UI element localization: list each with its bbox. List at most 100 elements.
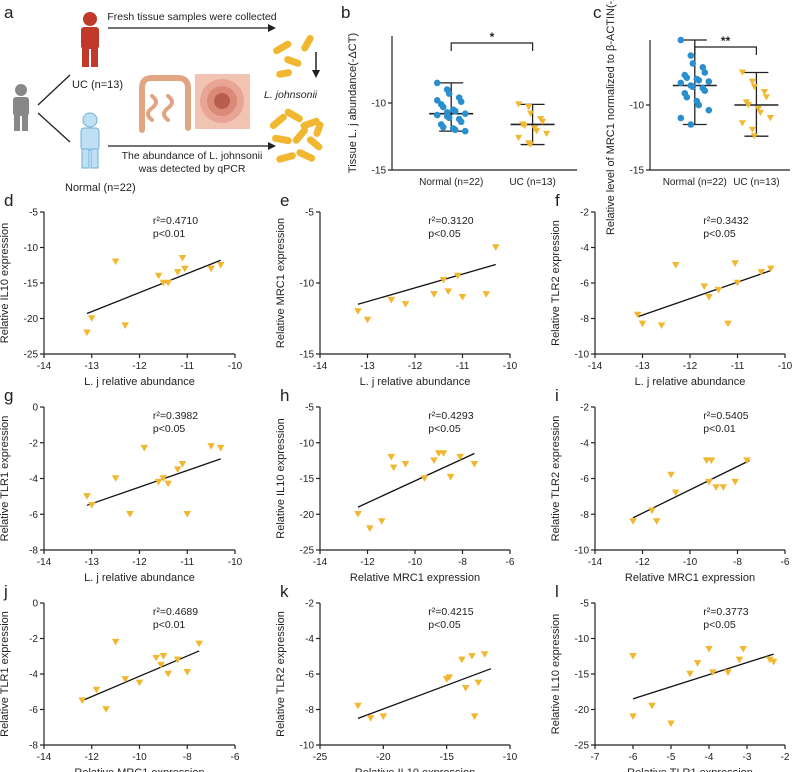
y-tick-label: -10 (372, 99, 387, 110)
chart-h: h -25 -20 -15 -10 -5 Relative IL10 expression -… (275, 386, 515, 584)
data-point (470, 713, 479, 720)
data-point (183, 511, 192, 518)
data-point (705, 294, 713, 301)
panel-label-k: k (280, 582, 289, 601)
regression-line (357, 263, 496, 305)
chart-e: e -15 -10 -5 Relative MRC1 expression -14 -13 -… (275, 191, 518, 388)
y-tick-label: -4 (580, 243, 589, 254)
x-axis-label: Relative IL10 expression (355, 767, 475, 772)
data-point (712, 484, 720, 491)
x-tick-label: -11 (456, 361, 470, 372)
data-point (379, 713, 388, 720)
data-point (164, 670, 172, 678)
data-point-uc (533, 128, 541, 135)
y-tick-label: -4 (29, 670, 38, 681)
x-tick-label: -12 (635, 557, 650, 568)
x-axis-label: Relative MRC1 expression (625, 572, 755, 584)
data-point (700, 283, 709, 290)
x-tick-label: -25 (313, 752, 328, 763)
stat-annotation: p<0.05 (153, 423, 186, 435)
regression-line (81, 650, 200, 702)
data-point (434, 450, 443, 457)
x-tick-label: -10 (503, 752, 518, 763)
data-point-uc (515, 134, 523, 142)
uc-person-icon (81, 12, 99, 67)
data-point (714, 286, 723, 294)
data-point-normal (433, 111, 441, 119)
x-axis-label: Relative TLR1 expression (627, 767, 753, 772)
data-point (152, 654, 161, 662)
x-tick-label: -6 (629, 752, 638, 763)
data-point-normal (687, 52, 695, 59)
stat-annotation: r²=0.5405 (703, 410, 748, 422)
data-point-normal (683, 93, 691, 101)
y-tick-label: -15 (24, 279, 39, 290)
y-tick-label: -2 (29, 438, 38, 449)
regression-line (357, 452, 475, 508)
y-tick-label: -15 (372, 166, 387, 177)
data-point-uc (744, 102, 752, 109)
data-point-normal (439, 123, 447, 131)
normal-group-label: Normal (n=22) (65, 182, 136, 194)
y-axis-label: Relative TLR2 expression (275, 611, 287, 737)
data-point (458, 294, 467, 301)
y-tick-label: -5 (580, 599, 589, 610)
data-point (731, 260, 739, 267)
data-point (733, 279, 742, 287)
y-tick-label: -8 (305, 705, 314, 716)
y-axis-label: Relative IL10 expression (275, 418, 287, 538)
arrow-collect-head (268, 24, 276, 32)
stat-annotation: r²=0.3982 (153, 410, 198, 422)
data-point (629, 713, 637, 720)
panel-label-g: g (4, 386, 13, 405)
decrease-arrow-head (312, 70, 320, 78)
data-point-uc (766, 115, 774, 122)
x-tick-label: -13 (635, 361, 650, 372)
y-tick-label: 0 (32, 599, 38, 610)
x-axis-label: L. j relative abundance (84, 572, 195, 584)
data-point (629, 653, 637, 660)
data-point (648, 702, 656, 710)
data-point (102, 706, 110, 713)
data-point (126, 511, 134, 518)
y-tick-label: -2 (29, 634, 38, 645)
stat-annotation: r²=0.4689 (153, 606, 198, 618)
uc-group-label: UC (n=13) (72, 79, 123, 91)
stat-annotation: p<0.05 (428, 228, 461, 240)
chart-l: l -25 -20 -15 -10 -5 Relative IL10 expression -… (550, 582, 790, 772)
data-point (766, 656, 774, 664)
data-point-normal (433, 79, 441, 87)
data-point-uc (515, 101, 523, 108)
x-tick-label: -14 (37, 752, 52, 763)
x-tick-label: -12 (683, 361, 698, 372)
data-point (183, 669, 192, 676)
stat-annotation: r²=0.3773 (703, 606, 748, 618)
data-point-uc (527, 110, 535, 117)
data-point (92, 686, 101, 694)
x-axis-label: Relative MRC1 expression (350, 572, 480, 584)
chart-b: b -15 -10 Tissue L. j abundance(-ΔCT) Normal… (341, 3, 577, 188)
arrow-detect-head (268, 142, 276, 150)
data-point (377, 518, 386, 525)
bacteria-cluster-high-icon (269, 108, 324, 163)
data-point (401, 301, 410, 308)
y-axis-label: Relative level of MRC1 normalized to β-A… (605, 0, 617, 235)
data-point (705, 645, 713, 653)
data-point (366, 525, 374, 532)
data-point (135, 679, 144, 687)
data-point-normal (443, 109, 451, 116)
data-point (207, 443, 215, 450)
data-point (731, 478, 739, 486)
data-point (667, 471, 675, 479)
x-tick-label: -8 (458, 557, 467, 568)
data-point (724, 669, 732, 676)
x-tick-label: -10 (228, 361, 243, 372)
data-point-normal (451, 126, 459, 134)
data-point (363, 316, 372, 324)
data-point (445, 674, 453, 681)
data-point-uc (543, 130, 551, 138)
data-point (387, 296, 396, 304)
data-point (470, 461, 479, 468)
data-point-uc (521, 122, 529, 129)
